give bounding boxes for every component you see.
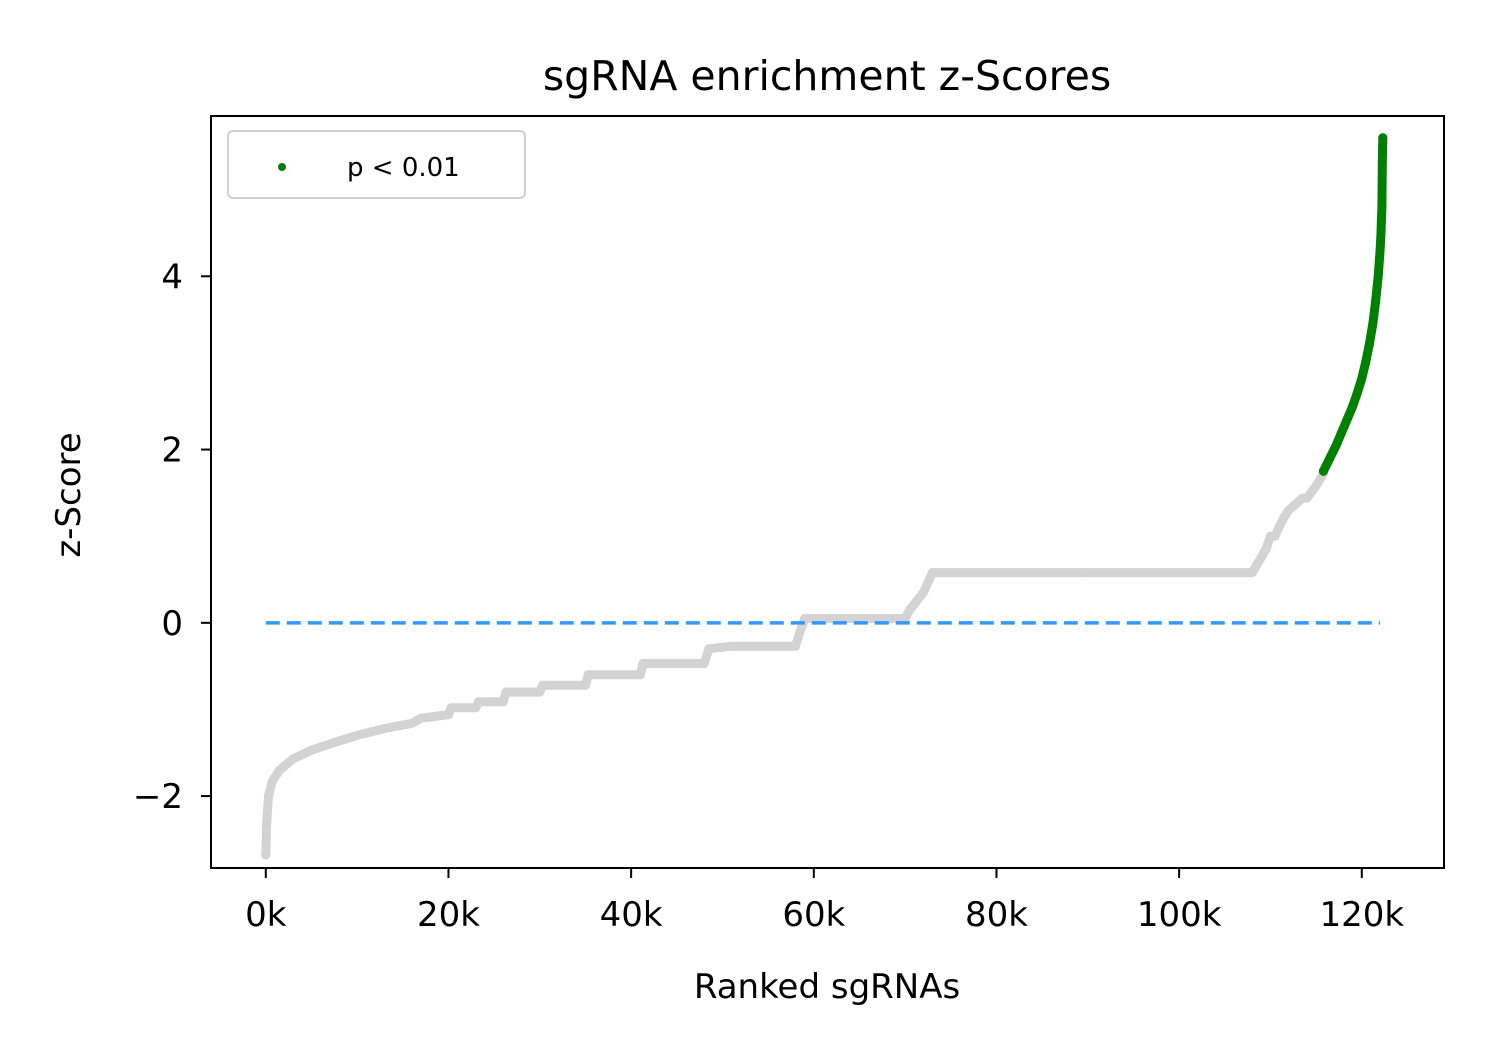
x-tick-label: 100k <box>1137 895 1222 935</box>
data-point-all-sgrnas <box>501 687 511 697</box>
data-point-p-0-01 <box>1361 358 1370 368</box>
series-band-all-sgrnas <box>261 469 1328 860</box>
data-point-all-sgrnas <box>638 659 648 668</box>
data-point-all-sgrnas <box>352 730 362 740</box>
data-point-p-0-01 <box>1331 440 1341 450</box>
data-point-all-sgrnas <box>329 737 339 747</box>
data-point-all-sgrnas <box>407 718 417 728</box>
data-point-all-sgrnas <box>538 680 547 690</box>
data-point-p-0-01 <box>1376 215 1386 225</box>
data-point-all-sgrnas <box>498 697 508 707</box>
data-point-all-sgrnas <box>1275 521 1285 531</box>
data-point-all-sgrnas <box>791 641 800 651</box>
y-tick-label: −2 <box>133 777 183 817</box>
data-point-all-sgrnas <box>262 817 272 827</box>
data-point-all-sgrnas <box>583 670 593 680</box>
chart-title: sgRNA enrichment z-Scores <box>543 52 1111 100</box>
plot-frame <box>210 115 1445 869</box>
data-point-all-sgrnas <box>635 670 645 680</box>
legend-label-p-value: p < 0.01 <box>347 153 460 183</box>
data-point-all-sgrnas <box>1279 512 1289 522</box>
data-point-all-sgrnas <box>727 641 737 651</box>
data-point-all-sgrnas <box>795 627 805 636</box>
data-point-p-0-01 <box>1364 341 1374 351</box>
data-point-all-sgrnas <box>1311 481 1321 491</box>
data-point-p-0-01 <box>1342 414 1352 424</box>
y-tick-label: 0 <box>161 604 183 644</box>
data-point-all-sgrnas <box>1247 568 1257 578</box>
data-point-all-sgrnas <box>704 644 714 654</box>
y-tick-label: 2 <box>161 431 183 471</box>
data-point-all-sgrnas <box>474 697 484 707</box>
data-point-p-0-01 <box>1348 401 1358 411</box>
legend-frame <box>227 130 526 199</box>
data-point-all-sgrnas <box>1083 568 1093 578</box>
data-point-all-sgrnas <box>928 568 937 578</box>
x-tick-label: 120k <box>1320 895 1405 935</box>
data-point-p-0-01 <box>1325 453 1335 463</box>
data-point-p-0-01 <box>1378 133 1388 143</box>
data-point-p-0-01 <box>1352 388 1362 398</box>
x-tick-label: 80k <box>965 895 1028 935</box>
data-point-all-sgrnas <box>800 614 810 623</box>
data-point-p-0-01 <box>1376 228 1386 238</box>
x-tick-label: 40k <box>600 895 663 935</box>
x-tick-label: 0k <box>245 895 287 935</box>
data-point-all-sgrnas <box>1261 544 1271 554</box>
data-point-p-0-01 <box>1318 466 1328 476</box>
x-tick-label: 20k <box>417 895 480 935</box>
data-point-all-sgrnas <box>288 754 298 764</box>
data-point-p-0-01 <box>1357 374 1367 383</box>
data-point-all-sgrnas <box>264 791 273 801</box>
data-point-all-sgrnas <box>900 614 910 623</box>
data-point-all-sgrnas <box>267 776 277 786</box>
legend-marker-p-value <box>278 163 286 171</box>
x-tick-label: 60k <box>782 895 845 935</box>
data-point-p-0-01 <box>1375 245 1385 255</box>
data-point-all-sgrnas <box>905 605 915 615</box>
data-point-all-sgrnas <box>444 710 453 720</box>
data-series-layer <box>261 133 1388 860</box>
data-point-p-0-01 <box>1368 319 1378 329</box>
data-point-p-0-01 <box>1377 159 1387 169</box>
data-point-all-sgrnas <box>275 765 284 775</box>
data-point-all-sgrnas <box>1284 505 1294 515</box>
data-point-all-sgrnas <box>1270 531 1280 541</box>
data-point-all-sgrnas <box>1302 493 1312 503</box>
data-point-all-sgrnas <box>918 588 928 597</box>
y-axis-title: z-Score <box>49 432 89 557</box>
data-point-all-sgrnas <box>380 724 389 733</box>
data-point-all-sgrnas <box>535 687 545 697</box>
data-point-p-0-01 <box>1377 202 1387 212</box>
data-point-all-sgrnas <box>446 703 456 713</box>
y-tick-label: 4 <box>161 257 183 297</box>
data-point-p-0-01 <box>1371 297 1380 307</box>
data-point-all-sgrnas <box>581 680 590 690</box>
data-point-all-sgrnas <box>416 713 426 723</box>
data-point-all-sgrnas <box>261 850 271 860</box>
data-point-p-0-01 <box>1337 427 1347 437</box>
legend: p < 0.01 <box>227 130 526 199</box>
axes-layer: 0k 20k 40k 60k 80k 100k 120k −2 0 2 4 <box>133 115 1445 935</box>
data-point-all-sgrnas <box>1255 555 1264 565</box>
x-axis-title: Ranked sgRNAs <box>694 967 960 1007</box>
data-point-all-sgrnas <box>699 659 709 668</box>
data-point-p-0-01 <box>1373 271 1383 281</box>
data-point-all-sgrnas <box>307 745 316 755</box>
